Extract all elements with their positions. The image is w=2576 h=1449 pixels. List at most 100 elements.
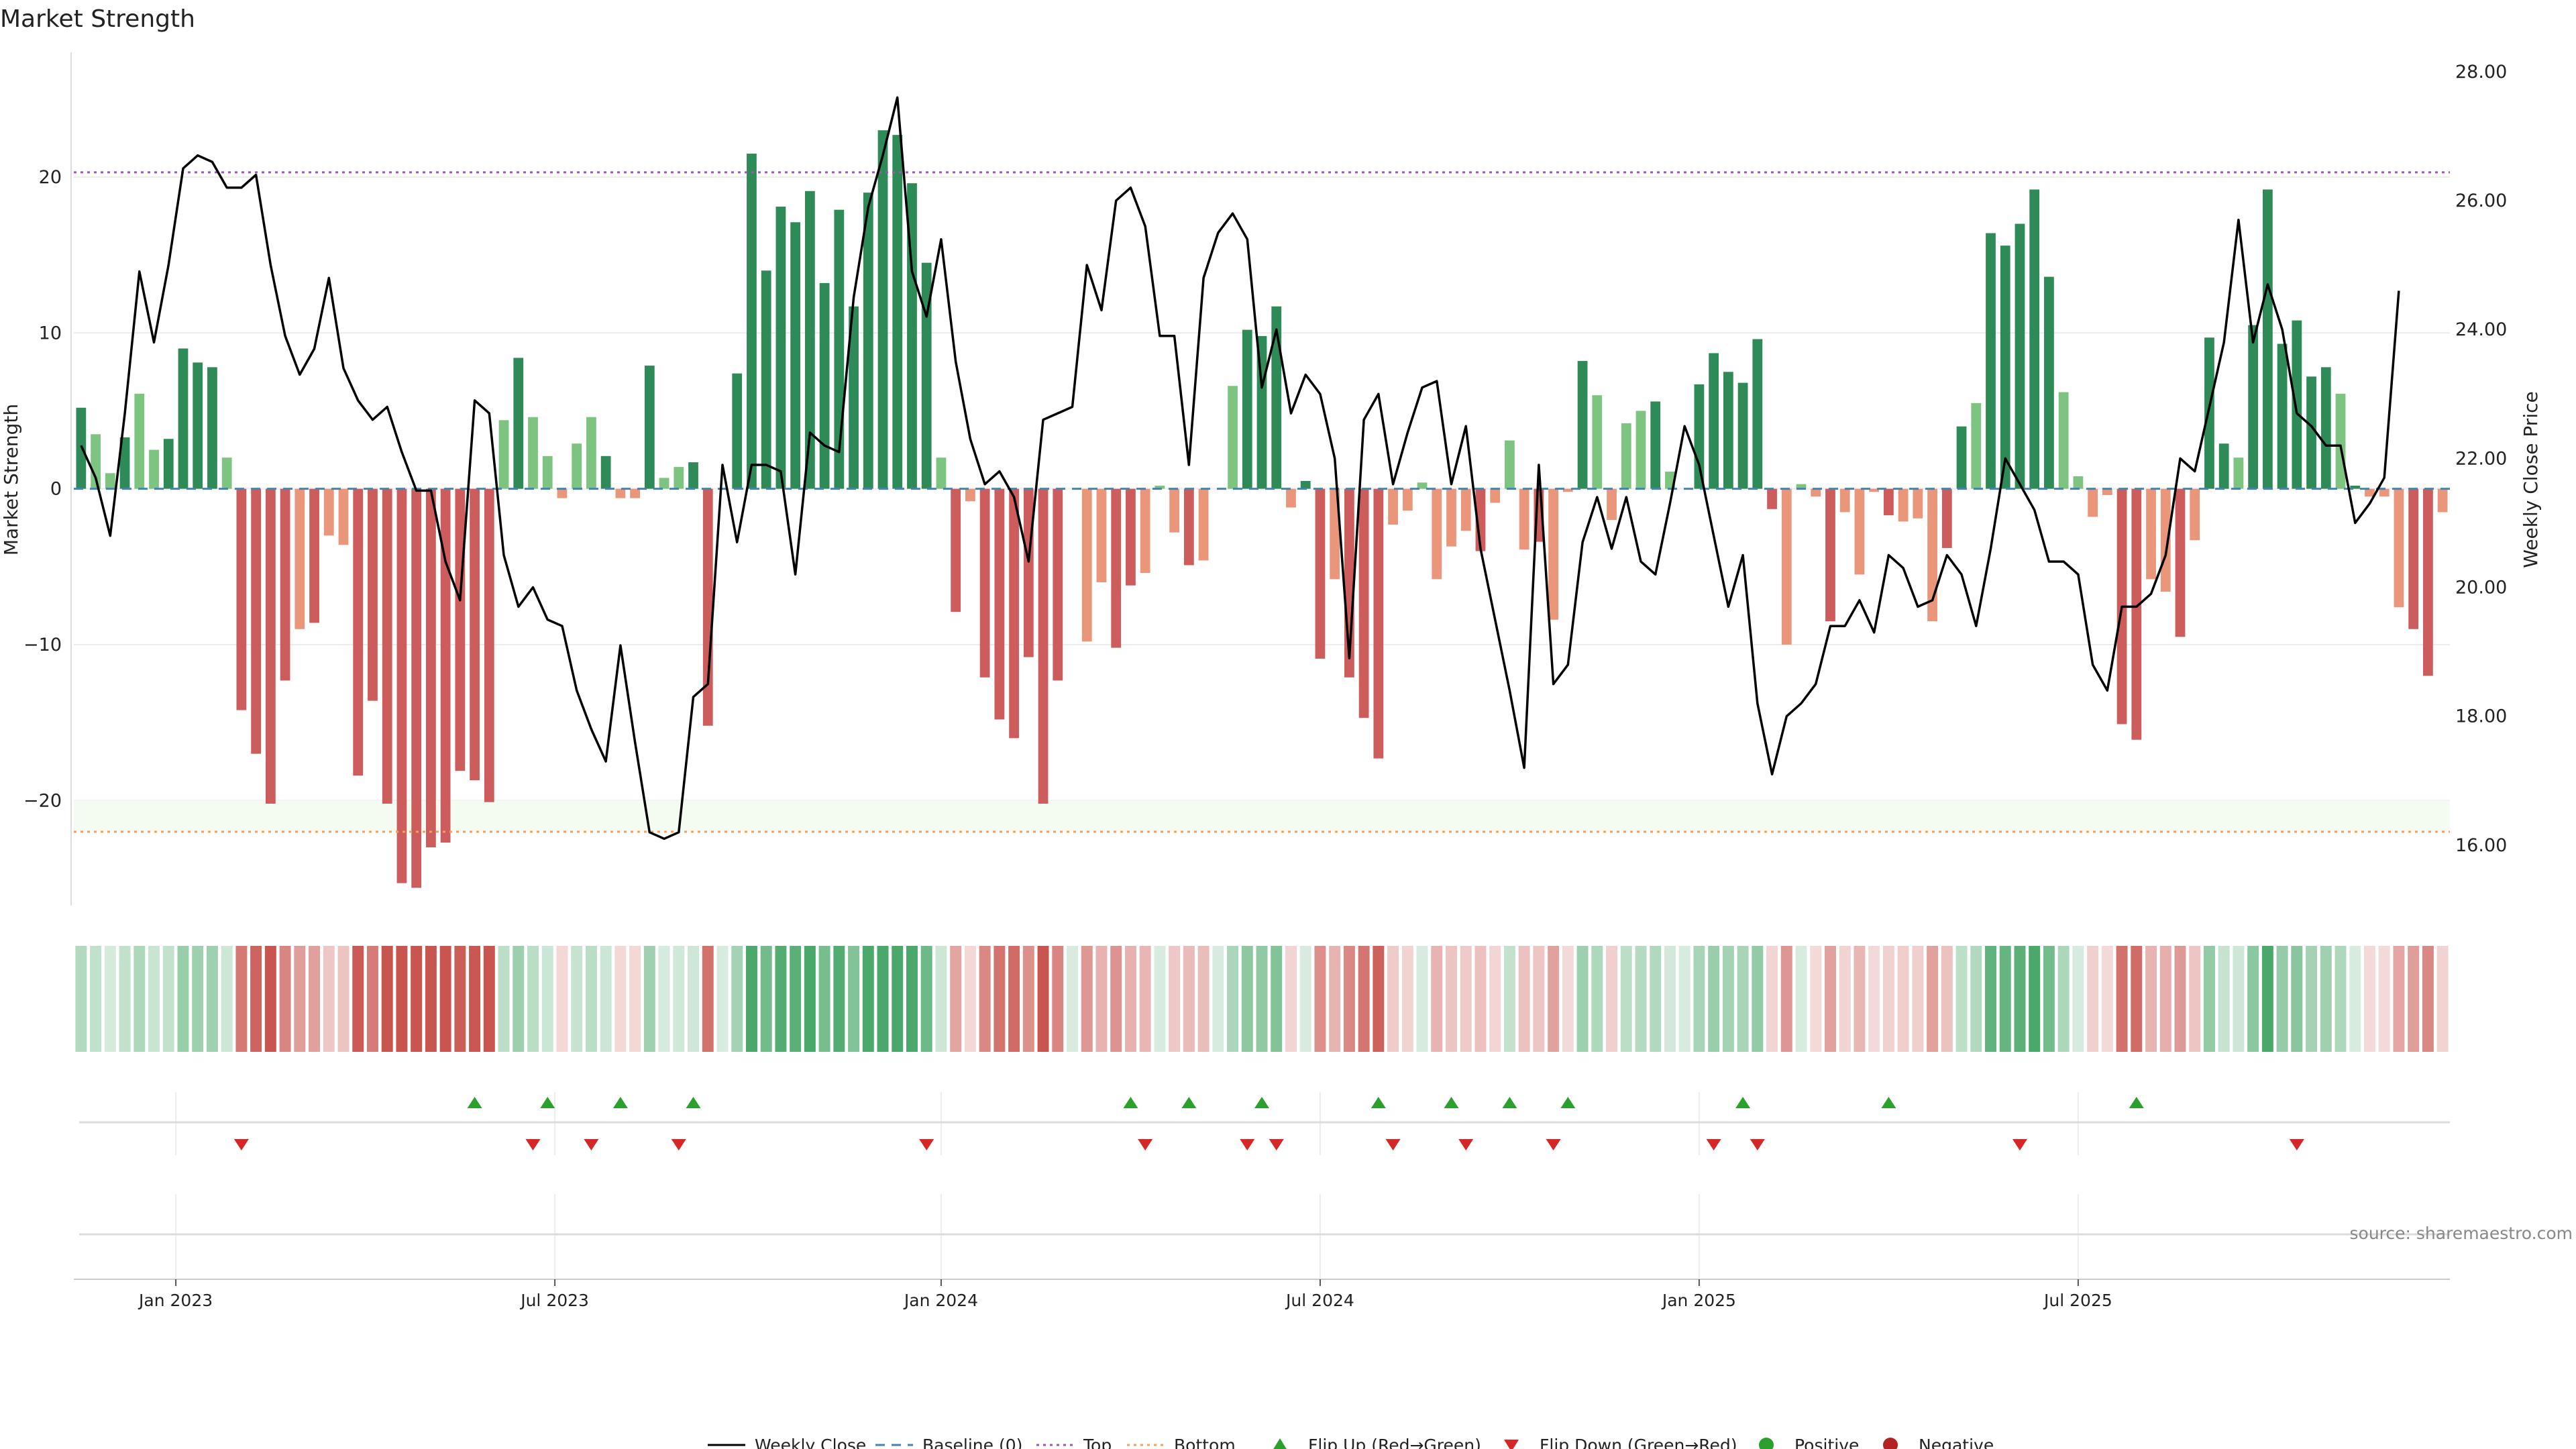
heat-cell bbox=[2145, 946, 2157, 1052]
strength-bar bbox=[761, 270, 771, 489]
flip-up-marker bbox=[1560, 1097, 1576, 1108]
strength-bar bbox=[236, 488, 247, 710]
strength-bar bbox=[484, 488, 494, 802]
heat-cell bbox=[1810, 946, 1822, 1052]
heat-cell bbox=[439, 946, 451, 1052]
strength-bar bbox=[2248, 325, 2259, 489]
heat-cell bbox=[1824, 946, 1836, 1052]
heat-cell bbox=[2291, 946, 2303, 1052]
strength-bar bbox=[1621, 423, 1631, 489]
strength-bar bbox=[2218, 443, 2229, 489]
strength-bar bbox=[1228, 386, 1238, 489]
strength-bar bbox=[2262, 189, 2273, 489]
flip-up-marker bbox=[1254, 1097, 1269, 1108]
strength-bar bbox=[425, 488, 436, 848]
heat-cell bbox=[1999, 946, 2011, 1052]
strength-bar bbox=[2073, 476, 2084, 489]
heat-cell bbox=[1343, 946, 1355, 1052]
strength-bar bbox=[1388, 488, 1398, 525]
heat-cell bbox=[2320, 946, 2332, 1052]
strength-bar bbox=[702, 488, 713, 726]
heat-cell bbox=[2029, 946, 2041, 1052]
heat-cell bbox=[1081, 946, 1093, 1052]
strength-bar bbox=[1038, 488, 1049, 804]
heat-cell bbox=[1095, 946, 1108, 1052]
legend-swatch-flip-up bbox=[1273, 1438, 1287, 1449]
heat-cell bbox=[264, 946, 276, 1052]
heat-cell bbox=[1124, 946, 1136, 1052]
strength-bar bbox=[163, 439, 174, 489]
flip-up-marker bbox=[540, 1097, 555, 1108]
strength-bar bbox=[1417, 482, 1428, 489]
flip-down-marker bbox=[1138, 1139, 1153, 1150]
strength-bar bbox=[630, 488, 640, 498]
strength-bar bbox=[951, 488, 961, 612]
strength-bar bbox=[455, 488, 466, 771]
heat-cell bbox=[2072, 946, 2084, 1052]
heat-cell bbox=[1548, 946, 1560, 1052]
heat-cell bbox=[673, 946, 685, 1052]
heat-cell bbox=[2349, 946, 2361, 1052]
strength-bar bbox=[1752, 339, 1763, 489]
strength-bar bbox=[1286, 488, 1296, 508]
heat-cell bbox=[877, 946, 889, 1052]
strength-bar bbox=[2423, 488, 2433, 676]
heat-cell bbox=[90, 946, 102, 1052]
strength-bar bbox=[2190, 488, 2200, 541]
heat-cell bbox=[1067, 946, 1078, 1052]
heat-cell bbox=[396, 946, 408, 1052]
strength-bar bbox=[921, 262, 932, 489]
heat-cell bbox=[643, 946, 655, 1052]
heat-cell bbox=[1985, 946, 1996, 1052]
strength-bar bbox=[1519, 488, 1529, 550]
heat-cell bbox=[760, 946, 772, 1052]
flip-down-marker bbox=[1269, 1139, 1284, 1150]
strength-bar bbox=[1402, 488, 1413, 511]
strength-bar bbox=[1811, 488, 1821, 497]
flip-up-marker bbox=[467, 1097, 482, 1108]
heat-cell bbox=[2378, 946, 2390, 1052]
heat-cell bbox=[1329, 946, 1341, 1052]
strength-bar bbox=[1927, 488, 1937, 622]
heat-cell bbox=[950, 946, 962, 1052]
heat-cell bbox=[1882, 946, 1894, 1052]
heat-cell bbox=[1503, 946, 1515, 1052]
strength-bar bbox=[251, 488, 262, 754]
heat-cell bbox=[731, 946, 743, 1052]
legend-label: Flip Down (Green→Red) bbox=[1540, 1436, 1737, 1449]
strength-bar bbox=[2175, 488, 2186, 637]
y-tick-right: 24.00 bbox=[2455, 319, 2507, 340]
heat-cell bbox=[2159, 946, 2171, 1052]
heat-cell bbox=[1169, 946, 1181, 1052]
strength-bar bbox=[470, 488, 480, 781]
strength-bar bbox=[644, 366, 655, 489]
heat-cell bbox=[2203, 946, 2215, 1052]
flip-down-marker bbox=[1546, 1139, 1561, 1150]
strength-bar bbox=[819, 282, 830, 489]
strength-bar bbox=[586, 417, 596, 489]
source-note: source: sharemaestro.com bbox=[2350, 1224, 2573, 1243]
flip-down-marker bbox=[584, 1139, 599, 1150]
strength-bar bbox=[747, 154, 757, 489]
strength-bar bbox=[1592, 395, 1603, 489]
heat-cell bbox=[745, 946, 757, 1052]
heat-cell bbox=[2364, 946, 2375, 1052]
heat-cell bbox=[513, 946, 525, 1052]
strength-bar bbox=[1081, 488, 1092, 642]
legend-label: Bottom bbox=[1174, 1436, 1236, 1449]
strength-bar bbox=[1796, 484, 1807, 489]
legend-label: Top bbox=[1083, 1436, 1112, 1449]
flip-up-marker bbox=[1735, 1097, 1751, 1108]
strength-bar bbox=[1869, 488, 1880, 492]
strength-bar bbox=[353, 488, 364, 776]
strength-bar bbox=[513, 358, 524, 489]
legend-label: Flip Up (Red→Green) bbox=[1308, 1436, 1481, 1449]
strength-bar bbox=[411, 488, 422, 888]
heat-cell bbox=[1722, 946, 1734, 1052]
flip-down-marker bbox=[1385, 1139, 1401, 1150]
heat-cell bbox=[411, 946, 423, 1052]
strength-bar bbox=[2058, 392, 2069, 489]
heat-cell bbox=[1780, 946, 1792, 1052]
strength-bar bbox=[1140, 488, 1150, 574]
heat-cell bbox=[2116, 946, 2128, 1052]
